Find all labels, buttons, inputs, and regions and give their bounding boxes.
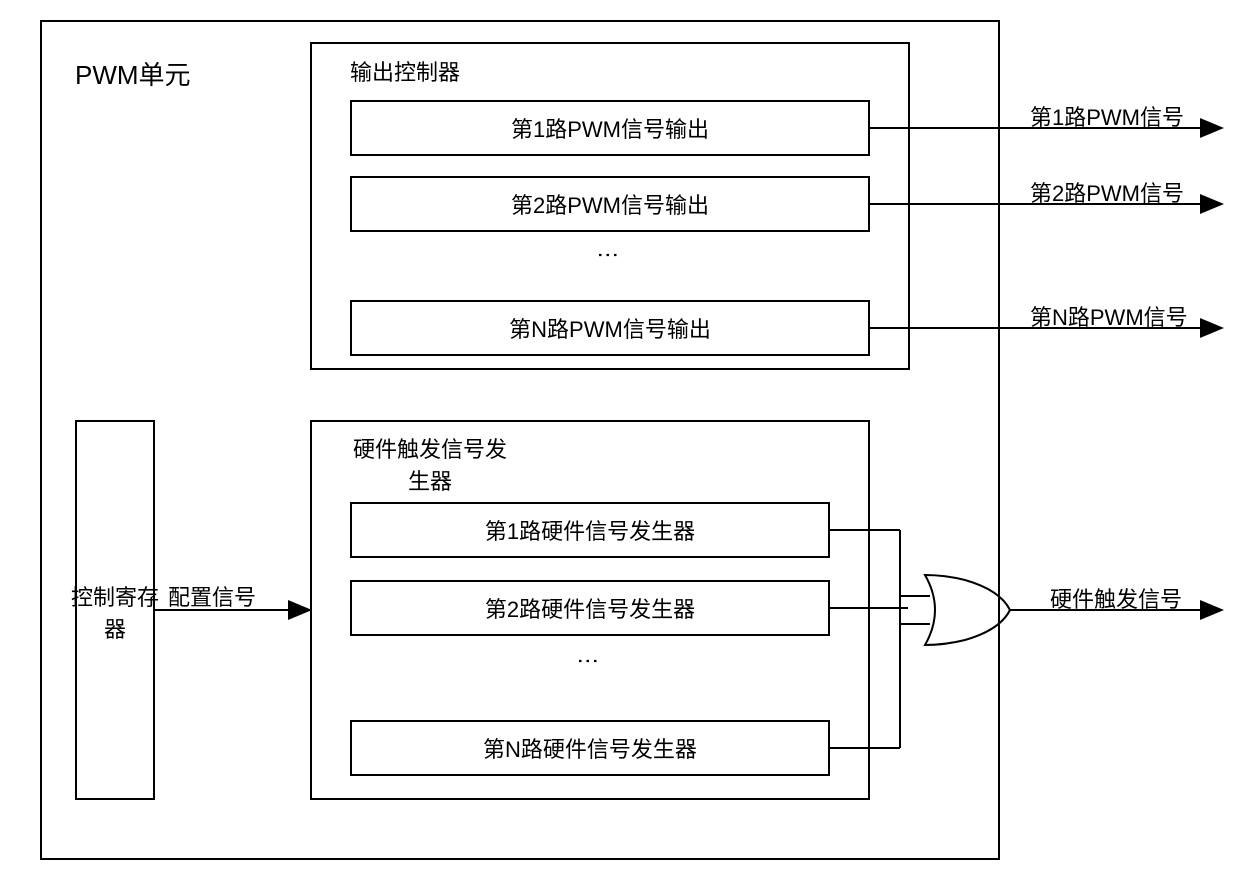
- pwm-output-row-n-label: 第N路PWM信号输出: [509, 312, 711, 344]
- pwm-unit-label: PWM单元: [75, 55, 191, 92]
- output-vdots: ⋮: [604, 244, 612, 266]
- pwm-output-row-1-label: 第1路PWM信号输出: [511, 112, 709, 144]
- hw-gen-row-2: 第2路硬件信号发生器: [350, 580, 830, 636]
- output-controller-label: 输出控制器: [350, 55, 460, 87]
- pwm-output-row-1: 第1路PWM信号输出: [350, 100, 870, 156]
- pwm-signal-1-label: 第1路PWM信号: [1030, 100, 1184, 132]
- hw-gen-vdots: ⋮: [584, 650, 592, 672]
- config-signal-label: 配置信号: [168, 580, 256, 612]
- hw-gen-label: 硬件触发信号发 生器: [340, 432, 520, 496]
- pwm-output-row-2-label: 第2路PWM信号输出: [511, 188, 709, 220]
- pwm-diagram: PWM单元 输出控制器 第1路PWM信号输出 第2路PWM信号输出 ⋮ 第N路P…: [0, 0, 1240, 884]
- hw-gen-row-1-label: 第1路硬件信号发生器: [485, 514, 695, 546]
- pwm-output-row-n: 第N路PWM信号输出: [350, 300, 870, 356]
- hw-trigger-signal-label: 硬件触发信号: [1050, 582, 1182, 614]
- pwm-signal-n-label: 第N路PWM信号: [1030, 300, 1188, 332]
- hw-gen-row-2-label: 第2路硬件信号发生器: [485, 592, 695, 624]
- hw-gen-row-1: 第1路硬件信号发生器: [350, 502, 830, 558]
- pwm-output-row-2: 第2路PWM信号输出: [350, 176, 870, 232]
- pwm-signal-2-label: 第2路PWM信号: [1030, 176, 1184, 208]
- hw-gen-row-n-label: 第N路硬件信号发生器: [483, 732, 697, 764]
- control-register-label: 控制寄存 器: [70, 580, 160, 644]
- hw-gen-row-n: 第N路硬件信号发生器: [350, 720, 830, 776]
